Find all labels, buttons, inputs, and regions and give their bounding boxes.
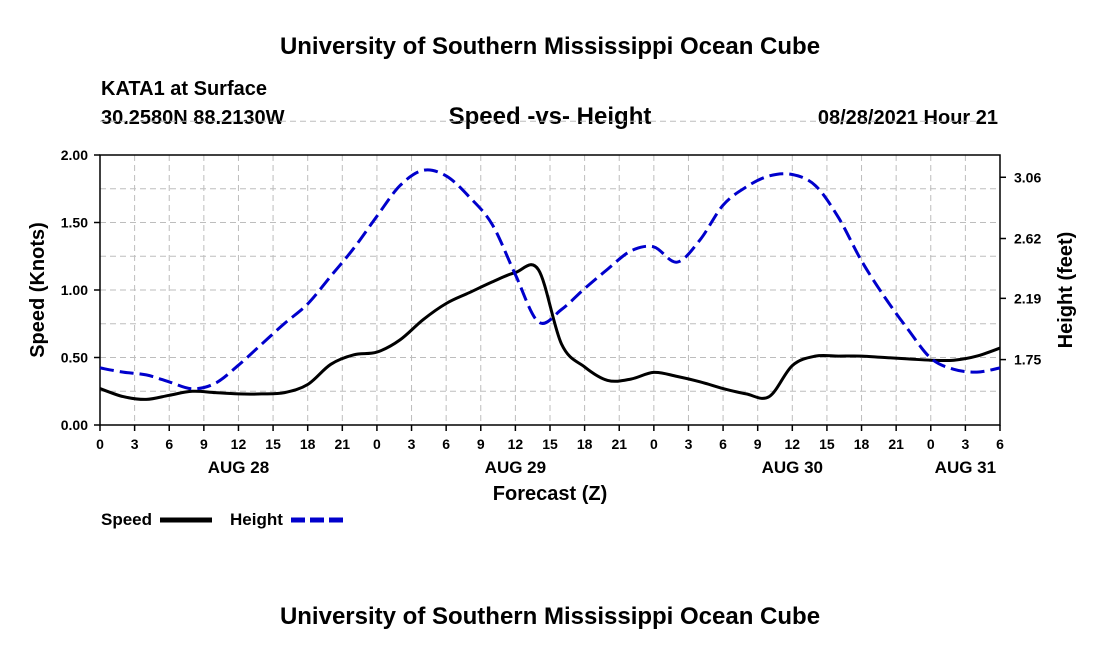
x-tick-label: 18 xyxy=(854,436,870,452)
x-tick-label: 21 xyxy=(611,436,627,452)
footer-title: University of Southern Mississippi Ocean… xyxy=(280,603,820,630)
x-tick-label: 18 xyxy=(300,436,316,452)
x-tick-label: 0 xyxy=(96,436,104,452)
series-group xyxy=(99,168,1001,401)
y-tick-label: 1.00 xyxy=(61,282,88,298)
day-label: AUG 28 xyxy=(208,458,269,477)
station-label: KATA1 at Surface xyxy=(101,78,267,100)
x-tick-label: 3 xyxy=(685,436,693,452)
y2-tick-label: 2.62 xyxy=(1014,231,1041,247)
x-tick-label: 9 xyxy=(477,436,485,452)
x-tick-label: 15 xyxy=(265,436,281,452)
day-label: AUG 29 xyxy=(485,458,546,477)
y-axis-right: 1.75 2.19 2.62 3.06 xyxy=(1000,169,1041,368)
series-line-height xyxy=(99,168,1001,391)
y2-tick-label: 3.06 xyxy=(1014,169,1041,185)
x-tick-label: 15 xyxy=(819,436,835,452)
x-tick-label: 12 xyxy=(508,436,524,452)
forecast-datetime: 08/28/2021 Hour 21 xyxy=(818,107,998,129)
x-tick-label: 12 xyxy=(785,436,801,452)
x-tick-label: 0 xyxy=(373,436,381,452)
page-title: University of Southern Mississippi Ocean… xyxy=(280,33,820,60)
y-axis-label: Speed (Knots) xyxy=(27,222,49,358)
y-tick-label: 2.00 xyxy=(61,147,88,163)
day-label: AUG 30 xyxy=(762,458,823,477)
x-tick-label: 6 xyxy=(442,436,450,452)
grid-lines xyxy=(100,120,1000,425)
x-tick-label: 6 xyxy=(165,436,173,452)
x-tick-label: 6 xyxy=(996,436,1004,452)
y-tick-label: 1.50 xyxy=(61,215,88,231)
y-axis-left: 0.00 0.50 1.00 1.50 2.00 xyxy=(61,147,100,433)
x-tick-label: 3 xyxy=(408,436,416,452)
x-tick-label: 6 xyxy=(719,436,727,452)
x-axis-label: Forecast (Z) xyxy=(493,483,607,505)
series-line-speed xyxy=(99,263,1001,401)
y2-tick-label: 2.19 xyxy=(1014,290,1041,306)
x-tick-label: 3 xyxy=(961,436,969,452)
y-tick-label: 0.50 xyxy=(61,350,88,366)
legend-speed-label: Speed xyxy=(101,510,152,529)
station-coords: 30.2580N 88.2130W xyxy=(101,107,285,129)
chart-title: Speed -vs- Height xyxy=(449,103,652,130)
y2-tick-label: 1.75 xyxy=(1014,352,1041,368)
y2-axis-label: Height (feet) xyxy=(1055,232,1077,349)
x-tick-label: 0 xyxy=(650,436,658,452)
x-tick-label: 15 xyxy=(542,436,558,452)
x-tick-label: 21 xyxy=(335,436,351,452)
x-tick-label: 9 xyxy=(754,436,762,452)
x-tick-label: 3 xyxy=(131,436,139,452)
x-tick-label: 12 xyxy=(231,436,247,452)
legend-height-label: Height xyxy=(230,510,283,529)
x-axis: 0 3 6 9 12 15 18 21 0 3 6 9 12 15 18 21 0 3 6 9 12 15 18 21 0 3 6A… xyxy=(96,425,1004,477)
x-tick-label: 18 xyxy=(577,436,593,452)
day-label: AUG 31 xyxy=(935,458,996,477)
legend: Speed Height xyxy=(101,510,343,529)
x-tick-label: 9 xyxy=(200,436,208,452)
x-tick-label: 0 xyxy=(927,436,935,452)
x-tick-label: 21 xyxy=(888,436,904,452)
y-tick-label: 0.00 xyxy=(61,417,88,433)
